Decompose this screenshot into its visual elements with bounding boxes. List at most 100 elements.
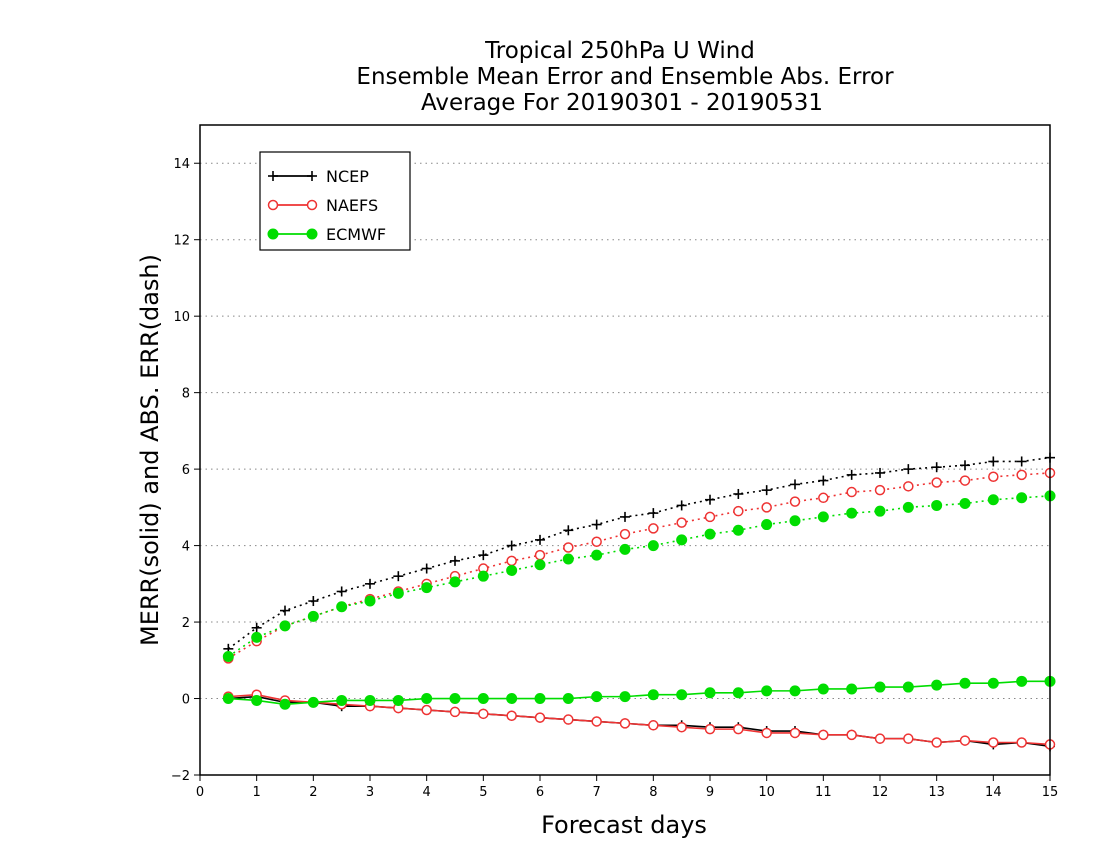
x-tick-label: 9 (706, 785, 714, 800)
legend-item-ecmwf: ECMWF (267, 225, 386, 244)
ecmwf-abs-err-point (534, 559, 546, 571)
x-tick-label: 0 (196, 785, 204, 800)
legend-marker (306, 199, 318, 211)
naefs-merr-point (478, 708, 489, 720)
naefs-merr-point (506, 710, 517, 721)
naefs-merr-point (619, 718, 631, 729)
ncep-abs-err-point (818, 475, 829, 486)
ecmwf-merr-point (987, 677, 999, 689)
naefs-merr-point (449, 706, 461, 718)
ecmwf-abs-err-point (591, 549, 603, 561)
ecmwf-merr-point (817, 683, 829, 695)
ecmwf-merr-point (279, 698, 291, 710)
ncep-abs-err-point (563, 525, 574, 536)
ncep-abs-err-point (620, 511, 630, 522)
y-tick-label: 6 (182, 463, 190, 478)
naefs-abs-err-point (931, 477, 942, 488)
ncep-abs-err-point (336, 586, 347, 597)
legend-label-naefs: NAEFS (326, 196, 378, 215)
y-tick-label: 14 (173, 157, 190, 172)
naefs-abs-err-point (534, 549, 546, 561)
naefs-merr-line (228, 693, 1051, 746)
ecmwf-merr-point (222, 693, 234, 705)
ecmwf-abs-err-point (307, 610, 319, 622)
x-tick-label: 15 (1042, 785, 1059, 800)
ncep-abs-err-point (676, 500, 687, 511)
naefs-abs-err-point (959, 475, 971, 486)
ecmwf-abs-err-point (846, 507, 858, 519)
ecmwf-merr-point (931, 679, 943, 691)
y-tick-label: 10 (173, 310, 190, 325)
ncep-abs-err-point (506, 540, 517, 551)
ecmwf-merr-point (534, 693, 546, 705)
naefs-merr-point (421, 704, 432, 716)
ecmwf-merr-point (959, 677, 971, 689)
ecmwf-merr-point (392, 694, 404, 706)
ecmwf-abs-err-point (789, 515, 801, 527)
ecmwf-merr-point (1016, 675, 1028, 687)
ncep-abs-err-point (790, 479, 800, 490)
ecmwf-abs-err-point (647, 540, 659, 552)
naefs-merr-point (591, 716, 602, 727)
ecmwf-merr-point (307, 696, 319, 708)
ecmwf-merr-point (421, 693, 433, 705)
legend-marker (267, 199, 279, 211)
ncep-abs-err-point (705, 494, 715, 505)
ncep-abs-err-point (251, 622, 262, 633)
ecmwf-abs-err-point (477, 570, 489, 582)
naefs-merr-point (648, 720, 659, 731)
naefs-merr-point (789, 727, 801, 739)
naefs-abs-err-point (506, 555, 517, 567)
naefs-abs-err-point (676, 517, 687, 528)
ecmwf-abs-err-point (704, 528, 716, 540)
legend-label-ecmwf: ECMWF (326, 225, 386, 244)
x-tick-label: 5 (479, 785, 487, 800)
ncep-abs-err-point (591, 519, 602, 530)
naefs-merr-point (903, 733, 914, 744)
series-ncep (223, 452, 1055, 752)
ecmwf-abs-err-point (676, 534, 688, 546)
series-layer (222, 452, 1056, 752)
ncep-abs-err-point (280, 605, 290, 616)
ncep-abs-err-point (931, 462, 942, 473)
x-tick-label: 7 (593, 785, 601, 800)
ncep-abs-err-point (733, 488, 744, 499)
naefs-abs-err-point (818, 492, 829, 504)
ecmwf-merr-point (647, 689, 659, 701)
y-axis-label: MERR(solid) and ABS. ERR(dash) (136, 254, 164, 646)
x-tick-label: 2 (309, 785, 317, 800)
naefs-abs-err-point (563, 542, 574, 553)
ecmwf-abs-err-point (336, 601, 348, 613)
legend-marker (268, 171, 278, 181)
ncep-abs-err-point (421, 563, 432, 574)
y-tick-label: 8 (182, 387, 190, 402)
x-axis-label: Forecast days (541, 811, 707, 839)
naefs-merr-point (563, 714, 574, 725)
legend-marker (307, 171, 317, 181)
ncep-abs-err-point (393, 571, 404, 582)
ncep-abs-err-point (960, 460, 970, 471)
ncep-abs-err-point (648, 508, 659, 519)
ecmwf-merr-point (364, 694, 376, 706)
ecmwf-merr-point (336, 694, 348, 706)
ecmwf-abs-err-point (619, 543, 631, 555)
naefs-abs-err-point (591, 536, 602, 548)
naefs-merr-point (874, 733, 886, 744)
ecmwf-abs-err-point (222, 650, 234, 662)
ecmwf-merr-point (591, 691, 603, 703)
naefs-merr-point (818, 729, 829, 741)
x-tick-label: 6 (536, 785, 544, 800)
legend: NCEP NAEFS ECMWF (259, 151, 411, 251)
ecmwf-merr-point (562, 693, 574, 705)
title-line-3: Average For 20190301 - 20190531 (421, 90, 823, 116)
naefs-abs-err-point (789, 496, 801, 507)
ncep-abs-err-point (535, 534, 545, 545)
y-tick-label: 2 (182, 616, 190, 631)
ecmwf-abs-err-point (987, 494, 999, 506)
naefs-merr-point (1016, 737, 1027, 748)
ecmwf-abs-err-point (959, 498, 971, 510)
ecmwf-merr-point (619, 691, 631, 703)
naefs-merr-point (959, 735, 971, 746)
ecmwf-abs-err-point (761, 519, 773, 531)
